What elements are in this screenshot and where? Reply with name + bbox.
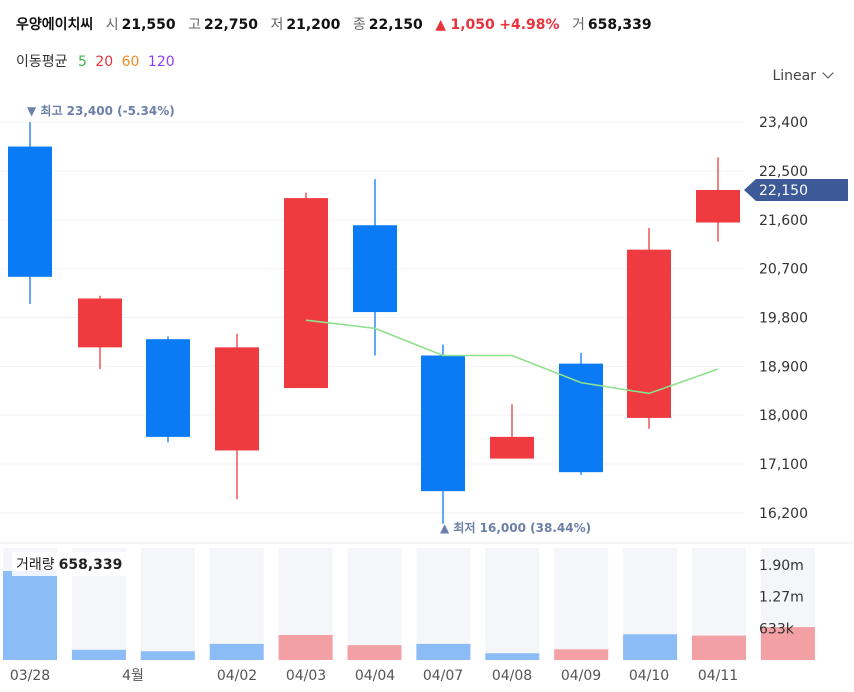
low-label: 저 bbox=[270, 17, 284, 33]
candle-body bbox=[215, 347, 259, 451]
close-value: 22,150 bbox=[368, 17, 423, 33]
ma-120[interactable]: 120 bbox=[147, 54, 175, 70]
volume-bar bbox=[692, 635, 746, 660]
x-tick-label: 04/02 bbox=[217, 668, 257, 684]
x-tick-label: 03/28 bbox=[10, 668, 50, 684]
stock-name: 우양에이치씨 bbox=[16, 17, 94, 33]
y-tick-label: 21,600 bbox=[759, 213, 808, 229]
y-tick-label: 22,500 bbox=[759, 164, 808, 180]
volume-bar bbox=[485, 653, 540, 660]
volume-slot-bg bbox=[347, 548, 402, 660]
candle-body bbox=[696, 189, 740, 223]
scale-dropdown[interactable]: Linear bbox=[772, 67, 834, 84]
y-tick-label: 20,700 bbox=[759, 262, 808, 278]
x-tick-label: 04/09 bbox=[561, 668, 601, 684]
volume-tick-label: 1.27m bbox=[759, 590, 804, 606]
volume-slot-bg bbox=[485, 548, 540, 660]
candle-body bbox=[284, 198, 328, 389]
ma-60[interactable]: 60 bbox=[121, 54, 140, 70]
y-tick-label: 18,900 bbox=[759, 359, 808, 375]
ma-20[interactable]: 20 bbox=[95, 54, 114, 70]
x-tick-label: 04/11 bbox=[698, 668, 738, 684]
volume-label: 거 bbox=[571, 17, 585, 33]
open-value: 21,550 bbox=[121, 17, 176, 33]
change-value: 1,050 bbox=[450, 17, 495, 33]
volume-bar bbox=[71, 649, 126, 660]
y-tick-label: 23,400 bbox=[759, 115, 808, 131]
low-value: 21,200 bbox=[286, 17, 341, 33]
ma-title: 이동평균 bbox=[16, 54, 68, 70]
volume-tick-label: 633k bbox=[759, 621, 795, 637]
moving-average-legend: 이동평균 5 20 60 120 bbox=[16, 51, 179, 71]
volume-bar bbox=[278, 635, 333, 660]
volume-bar bbox=[140, 651, 195, 660]
volume-value: 658,339 bbox=[587, 17, 652, 33]
high-marker: ▼ 최고 23,400 (-5.34%) bbox=[27, 103, 175, 118]
open-label: 시 bbox=[105, 17, 119, 33]
y-tick-label: 16,200 bbox=[759, 506, 808, 522]
y-tick-label: 19,800 bbox=[759, 311, 808, 327]
volume-bar bbox=[623, 634, 678, 660]
x-tick-label: 04/04 bbox=[355, 668, 395, 684]
change-percent: +4.98% bbox=[499, 17, 560, 33]
last-price-label: 22,150 bbox=[759, 183, 808, 199]
volume-bar bbox=[209, 643, 264, 660]
candle-body bbox=[490, 436, 534, 459]
high-value: 22,750 bbox=[204, 17, 259, 33]
candle-body bbox=[353, 225, 397, 313]
volume-bar bbox=[554, 649, 609, 660]
price-header: 우양에이치씨 시 21,550 고 22,750 저 21,200 종 22,150 ▲… bbox=[16, 14, 660, 34]
ma5-line bbox=[305, 319, 719, 395]
x-tick-label: 04/08 bbox=[492, 668, 532, 684]
volume-bar bbox=[3, 571, 57, 660]
volume-bar bbox=[760, 627, 815, 660]
last-price-tag bbox=[744, 178, 848, 201]
volume-overlay-value: 658,339 bbox=[58, 557, 123, 573]
x-tick-label: 4월 bbox=[122, 668, 144, 684]
candle-body bbox=[146, 339, 190, 437]
candle-body bbox=[421, 355, 465, 492]
candle-body bbox=[8, 146, 52, 277]
ma-5[interactable]: 5 bbox=[77, 54, 87, 70]
x-tick-label: 04/10 bbox=[629, 668, 669, 684]
volume-slot-bg bbox=[416, 548, 471, 660]
volume-tick-label: 1.90m bbox=[759, 558, 804, 574]
volume-slot-bg bbox=[554, 548, 609, 660]
candle-body bbox=[559, 363, 603, 473]
volume-slot-bg bbox=[209, 548, 264, 660]
volume-overlay-title: 거래량 bbox=[16, 557, 55, 573]
volume-slot-bg bbox=[140, 548, 195, 660]
x-tick-label: 04/03 bbox=[286, 668, 326, 684]
low-marker: ▲ 최저 16,000 (38.44%) bbox=[440, 520, 591, 535]
candle-body bbox=[627, 249, 671, 418]
volume-bar bbox=[416, 643, 471, 660]
candle-body bbox=[78, 298, 122, 348]
up-triangle-icon: ▲ bbox=[435, 17, 447, 33]
y-tick-label: 17,100 bbox=[759, 457, 808, 473]
scale-value: Linear bbox=[772, 68, 816, 84]
close-label: 종 bbox=[352, 17, 366, 33]
high-label: 고 bbox=[188, 17, 201, 33]
y-tick-label: 18,000 bbox=[759, 408, 808, 424]
volume-bar bbox=[347, 645, 402, 660]
volume-overlay-label: 거래량 658,339 bbox=[12, 552, 127, 576]
x-tick-label: 04/07 bbox=[423, 668, 463, 684]
